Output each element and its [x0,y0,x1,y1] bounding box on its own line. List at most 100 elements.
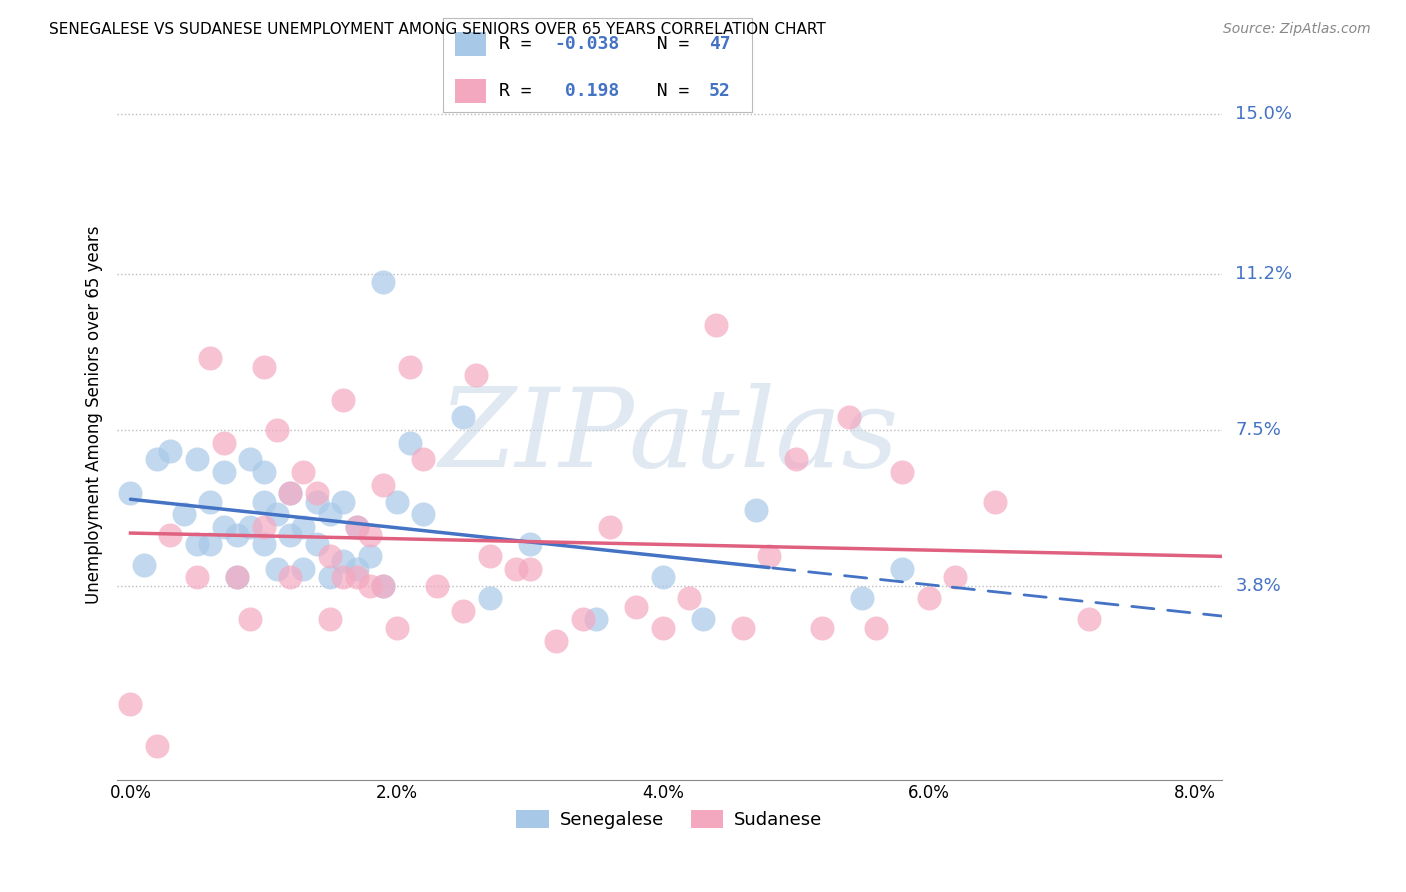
Point [319,549,342,564]
Point [319,613,342,627]
Text: SENEGALESE VS SUDANESE UNEMPLOYMENT AMONG SENIORS OVER 65 YEARS CORRELATION CHAR: SENEGALESE VS SUDANESE UNEMPLOYMENT AMON… [49,22,825,37]
Text: Source: ZipAtlas.com: Source: ZipAtlas.com [1223,22,1371,37]
Text: 3.8%: 3.8% [1236,577,1281,595]
Point [120,697,142,711]
Point [451,604,474,618]
Point [425,579,447,593]
Text: R =: R = [499,82,553,100]
Point [159,528,181,542]
Point [305,536,328,550]
Point [212,435,235,450]
Point [266,562,288,576]
Point [252,359,274,374]
Point [385,621,408,635]
Point [278,486,301,500]
Text: 47: 47 [709,35,731,53]
Point [918,591,941,606]
Point [373,477,395,491]
Point [359,579,381,593]
Point [546,633,568,648]
Point [359,528,381,542]
Text: N =: N = [634,82,700,100]
Point [200,536,222,550]
Point [399,435,422,450]
Text: 15.0%: 15.0% [1236,105,1292,123]
Point [200,351,222,366]
Point [678,591,700,606]
Point [758,549,780,564]
Point [1077,613,1099,627]
Point [332,570,354,584]
Point [412,452,434,467]
Point [692,613,714,627]
Point [332,553,354,567]
Point [373,579,395,593]
Point [599,520,621,534]
Text: R =: R = [499,35,543,53]
Point [252,520,274,534]
Point [651,621,673,635]
Point [186,452,208,467]
Point [332,494,354,508]
Text: -0.038: -0.038 [554,35,620,53]
Point [346,570,368,584]
Point [399,359,422,374]
Point [838,410,860,425]
Point [891,465,914,479]
Point [346,562,368,576]
Point [305,486,328,500]
Point [266,507,288,521]
Text: 11.2%: 11.2% [1236,265,1292,283]
Point [451,410,474,425]
Point [478,549,501,564]
Point [945,570,967,584]
Point [252,494,274,508]
Point [252,536,274,550]
Point [278,528,301,542]
Point [745,503,768,517]
Point [200,494,222,508]
Text: ZIPatlas: ZIPatlas [439,384,900,491]
Point [292,562,315,576]
Y-axis label: Unemployment Among Seniors over 65 years: Unemployment Among Seniors over 65 years [86,226,103,605]
Point [239,452,262,467]
Text: N =: N = [634,35,700,53]
Point [226,528,249,542]
Point [132,558,155,572]
Point [346,520,368,534]
Point [332,393,354,408]
Point [359,549,381,564]
Point [226,570,249,584]
Point [704,318,727,332]
Point [319,570,342,584]
Point [505,562,527,576]
Point [173,507,195,521]
Point [159,444,181,458]
Point [373,579,395,593]
Point [785,452,807,467]
Text: 52: 52 [709,82,731,100]
Point [212,520,235,534]
Point [851,591,873,606]
Point [120,486,142,500]
Point [278,486,301,500]
Point [731,621,754,635]
Point [385,494,408,508]
Point [226,570,249,584]
Point [519,562,541,576]
Point [865,621,887,635]
Point [585,613,607,627]
Point [212,465,235,479]
Point [811,621,834,635]
Point [186,536,208,550]
Point [412,507,434,521]
Point [519,536,541,550]
Point [292,465,315,479]
Legend: Senegalese, Sudanese: Senegalese, Sudanese [509,803,830,836]
Point [319,507,342,521]
Point [278,570,301,584]
Point [984,494,1007,508]
Point [239,520,262,534]
Point [465,368,488,383]
Point [266,423,288,437]
